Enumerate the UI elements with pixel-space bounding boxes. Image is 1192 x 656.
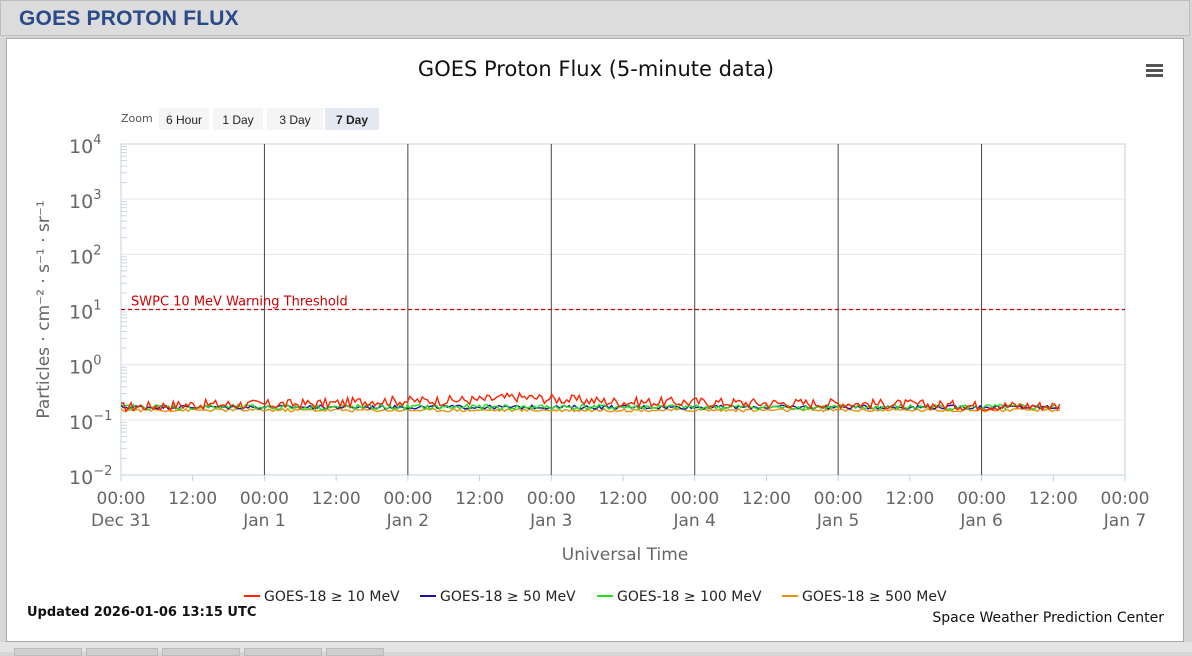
panel-title: GOES PROTON FLUX — [19, 7, 239, 30]
legend-item-label: GOES-18 ≥ 50 MeV — [440, 589, 576, 605]
x-tick-label-date: Jan 4 — [672, 511, 715, 531]
x-tick-label-date: Jan 2 — [386, 511, 429, 531]
y-tick-label: 103 — [69, 188, 101, 213]
x-tick-label-time: 12:00 — [599, 489, 648, 509]
y-tick-label: 102 — [69, 243, 101, 268]
x-tick-label-time: 12:00 — [312, 489, 361, 509]
series-line — [120, 391, 1061, 413]
bottom-tab[interactable] — [326, 648, 384, 656]
x-tick-label-time: 00:00 — [670, 489, 719, 509]
y-axis-title: Particles · cm⁻² · s⁻¹ · sr⁻¹ — [34, 200, 54, 418]
hamburger-menu-icon[interactable] — [1146, 64, 1163, 78]
x-tick-label-time: 00:00 — [383, 489, 432, 509]
panel-header: GOES PROTON FLUX — [0, 0, 1190, 36]
bottom-tab[interactable] — [162, 648, 240, 656]
x-tick-label-date: Jan 6 — [959, 511, 1002, 531]
x-tick-label-time: 12:00 — [1029, 489, 1078, 509]
zoom-7-day-button[interactable]: 7 Day — [325, 108, 379, 130]
bottom-tab[interactable] — [86, 648, 158, 656]
x-tick-label-time: 12:00 — [455, 489, 504, 509]
y-tick-label: 10−2 — [69, 464, 112, 489]
x-axis-title: Universal Time — [562, 545, 688, 565]
x-tick-label-date: Dec 31 — [91, 511, 151, 531]
bottom-tab[interactable] — [244, 648, 322, 656]
x-tick-label-time: 00:00 — [97, 489, 146, 509]
threshold-label: SWPC 10 MeV Warning Threshold — [131, 295, 348, 310]
legend-item-label: GOES-18 ≥ 10 MeV — [264, 589, 400, 605]
chart-title: GOES Proton Flux (5-minute data) — [417, 57, 775, 81]
bottom-tab-strip — [0, 642, 1192, 652]
y-tick-label: 101 — [69, 299, 101, 324]
x-tick-label-time: 00:00 — [957, 489, 1006, 509]
zoom-label: Zoom — [121, 112, 153, 125]
credit-text: Space Weather Prediction Center — [932, 610, 1164, 626]
legend-item-label: GOES-18 ≥ 100 MeV — [617, 589, 762, 605]
legend-item-label: GOES-18 ≥ 500 MeV — [802, 589, 947, 605]
x-tick-label-time: 00:00 — [240, 489, 289, 509]
y-tick-label: 104 — [69, 133, 101, 158]
x-tick-label-date: Jan 1 — [242, 511, 285, 531]
series-line — [120, 407, 1060, 413]
zoom-1-day-button[interactable]: 1 Day — [213, 108, 263, 130]
bottom-tab[interactable] — [14, 648, 82, 656]
chart-container: GOES Proton Flux (5-minute data) Zoom 6 … — [6, 38, 1184, 642]
x-tick-label-date: Jan 3 — [529, 511, 572, 531]
x-tick-label-date: Jan 7 — [1103, 511, 1146, 531]
x-tick-label-time: 12:00 — [885, 489, 934, 509]
zoom-6-hour-button[interactable]: 6 Hour — [159, 108, 209, 130]
x-tick-label-time: 12:00 — [168, 489, 217, 509]
x-tick-label-time: 00:00 — [527, 489, 576, 509]
x-tick-label-time: 00:00 — [814, 489, 863, 509]
zoom-3-day-button[interactable]: 3 Day — [267, 108, 323, 130]
x-tick-label-time: 12:00 — [742, 489, 791, 509]
updated-timestamp: Updated 2026-01-06 13:15 UTC — [27, 605, 257, 620]
x-tick-label-date: Jan 5 — [816, 511, 859, 531]
x-tick-label-time: 00:00 — [1101, 489, 1150, 509]
y-tick-label: 100 — [69, 354, 101, 379]
y-tick-label: 10−1 — [69, 409, 112, 434]
